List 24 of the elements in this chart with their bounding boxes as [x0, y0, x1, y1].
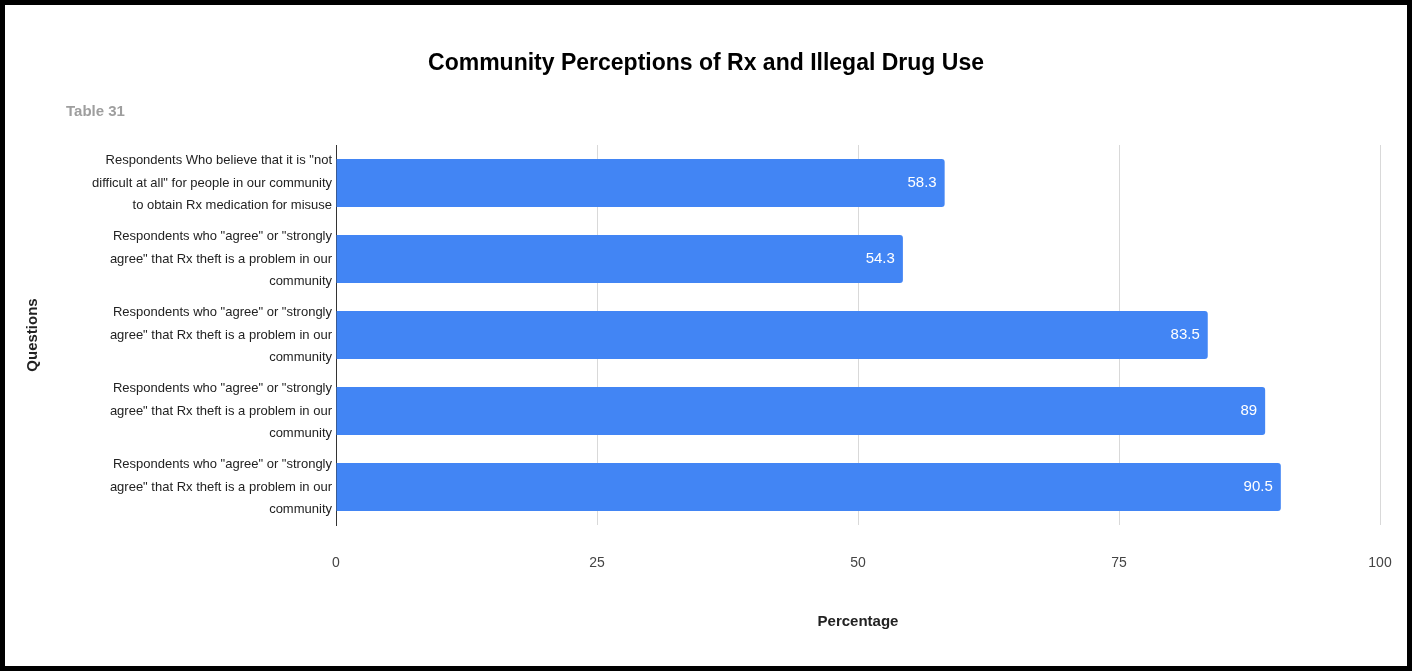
x-tick-label: 0	[332, 554, 341, 571]
x-tick-label: 50	[850, 554, 866, 571]
y-axis-title: Questions	[23, 298, 41, 372]
data-label: 58.3	[907, 173, 937, 191]
x-tick-label: 75	[1111, 554, 1127, 571]
y-tick-label: Respondents who "agree" or "strongly agree" that Rx theft is a problem in our community	[109, 455, 333, 517]
x-tick-label: 25	[589, 554, 605, 571]
y-tick-label: Respondents who "agree" or "strongly agree" that Rx theft is a problem in our community	[109, 227, 333, 289]
x-tick-label: 100	[1368, 554, 1392, 571]
y-tick-label: Respondents who "agree" or "strongly agree" that Rx theft is a problem in our community	[109, 303, 333, 365]
bar	[336, 463, 1281, 511]
bar	[336, 235, 903, 283]
data-label: 83.5	[1170, 325, 1200, 343]
data-label: 90.5	[1243, 477, 1273, 495]
y-tick-label: Respondents who "agree" or "strongly agree" that Rx theft is a problem in our community	[109, 379, 333, 441]
bar	[336, 311, 1208, 359]
x-axis-title: Percentage	[817, 612, 899, 630]
bar	[336, 387, 1266, 435]
bar	[336, 159, 945, 207]
data-label: 54.3	[865, 249, 895, 267]
data-label: 89	[1240, 401, 1258, 419]
chart-title: Community Perceptions of Rx and Illegal Drug Use	[427, 48, 985, 76]
text: Table 31	[66, 102, 125, 120]
y-tick-label: Respondents Who believe that it is "not difficult at all" for people in our community to obtain Rx medication for misuse	[92, 151, 333, 213]
